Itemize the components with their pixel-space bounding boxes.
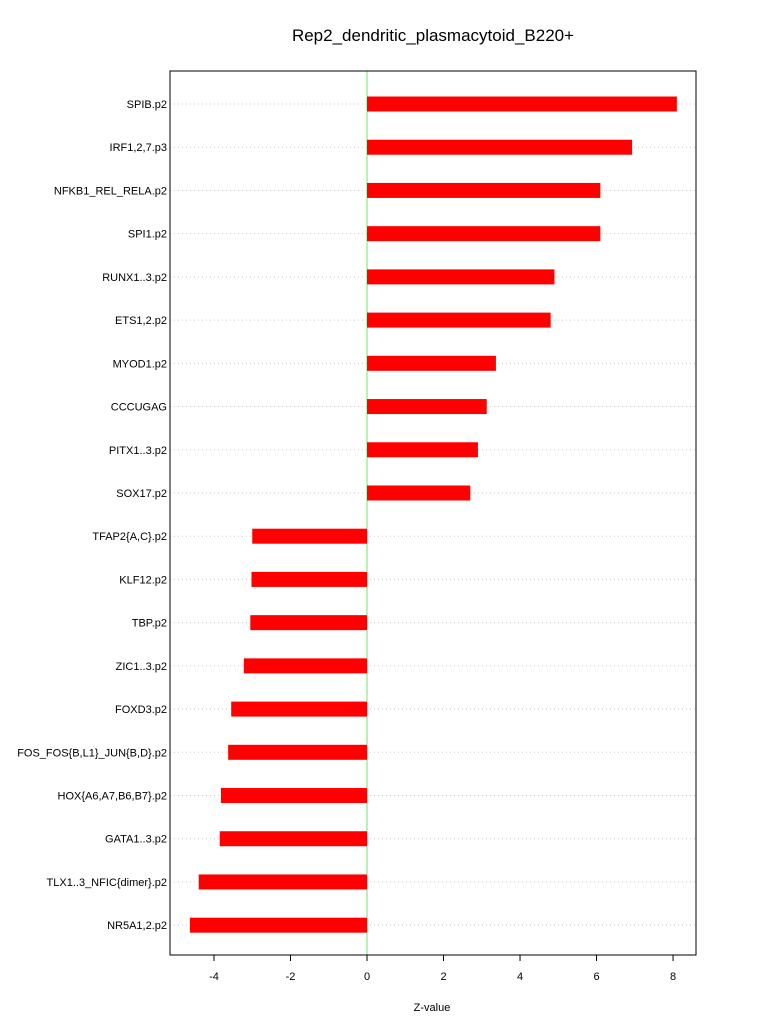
bar: [251, 571, 368, 587]
bar: [243, 658, 368, 674]
y-tick-label: ETS1,2.p2: [115, 315, 167, 327]
x-tick-label: 2: [440, 971, 446, 983]
y-tick-label: MYOD1.p2: [113, 358, 167, 370]
y-tick-label: PITX1..3.p2: [109, 445, 167, 457]
y-tick-label: SPIB.p2: [127, 99, 167, 111]
x-tick-label: -4: [209, 971, 219, 983]
x-axis: -4 -2 0 2 4 6 8: [209, 955, 676, 983]
bar: [367, 96, 677, 112]
bar: [250, 615, 368, 631]
bar: [219, 831, 368, 847]
bar: [367, 139, 633, 155]
y-tick-label: TLX1..3_NFIC{dimer}.p2: [47, 877, 167, 889]
y-tick-label: TFAP2{A,C}.p2: [92, 531, 167, 543]
y-tick-label: IRF1,2,7.p3: [110, 142, 167, 154]
y-tick-label: RUNX1..3.p2: [102, 272, 167, 284]
y-tick-label: FOS_FOS{B,L1}_JUN{B,D}.p2: [17, 747, 167, 759]
y-tick-label: CCCUGAG: [111, 402, 167, 414]
y-tick-label: NFKB1_REL_RELA.p2: [54, 185, 167, 197]
y-tick-label: ZIC1..3.p2: [116, 661, 167, 673]
bar: [189, 917, 368, 933]
x-tick-label: 0: [364, 971, 370, 983]
bar: [367, 269, 555, 285]
y-tick-label: TBP.p2: [132, 618, 167, 630]
y-tick-label: NR5A1,2.p2: [107, 920, 167, 932]
x-tick-label: 4: [517, 971, 523, 983]
x-axis-label: Z-value: [414, 1002, 451, 1014]
bar: [220, 788, 368, 804]
chart-title: Rep2_dendritic_plasmacytoid_B220+: [292, 26, 574, 45]
bars: [189, 96, 677, 933]
x-tick-label: 8: [670, 971, 676, 983]
bar: [228, 744, 368, 760]
y-axis-labels: SPIB.p2 IRF1,2,7.p3 NFKB1_REL_RELA.p2 SPI1.…: [17, 99, 167, 932]
bar: [367, 355, 496, 371]
bar: [198, 874, 368, 890]
y-tick-label: HOX{A6,A7,B6,B7}.p2: [58, 791, 167, 803]
bar: [252, 528, 368, 544]
bar: [231, 701, 368, 717]
bar: [367, 226, 601, 242]
y-tick-label: SPI1.p2: [128, 229, 167, 241]
bar: [367, 182, 601, 198]
y-tick-label: SOX17.p2: [116, 488, 167, 500]
y-tick-label: GATA1..3.p2: [105, 834, 167, 846]
plot-frame: [169, 70, 697, 956]
bar: [367, 485, 471, 501]
y-tick-label: KLF12.p2: [119, 574, 167, 586]
bar: [367, 399, 487, 415]
bar: [367, 442, 478, 458]
x-tick-label: -2: [286, 971, 296, 983]
bar: [367, 312, 551, 328]
y-tick-label: FOXD3.p2: [115, 704, 167, 716]
x-tick-label: 6: [593, 971, 599, 983]
